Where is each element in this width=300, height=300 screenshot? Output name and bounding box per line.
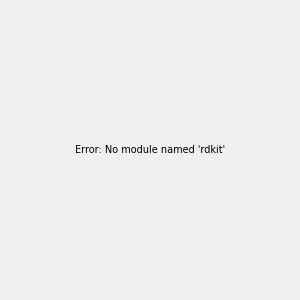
Text: Error: No module named 'rdkit': Error: No module named 'rdkit': [75, 145, 225, 155]
